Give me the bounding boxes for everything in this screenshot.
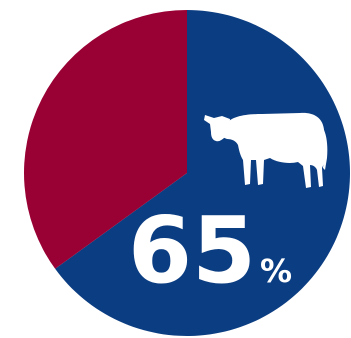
pie-slices	[24, 9, 351, 337]
percentage-unit: %	[260, 252, 292, 290]
percentage-value: 65	[128, 197, 256, 304]
pie-slice-1	[24, 9, 188, 269]
pie-slice-0	[55, 10, 351, 337]
percentage-text: 65%	[128, 197, 292, 304]
cow-icon	[204, 112, 328, 188]
